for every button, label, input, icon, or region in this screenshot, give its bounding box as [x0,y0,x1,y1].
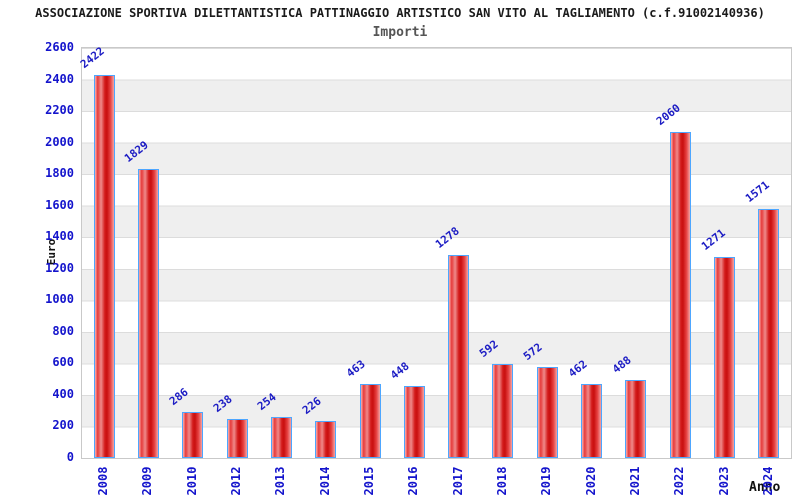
bar-2023 [714,256,736,458]
y-tick-2400: 2400 [45,71,74,86]
y-tick-0: 0 [66,450,74,464]
bar-2022 [669,132,691,458]
bar-2018 [492,363,514,458]
x-tick-2023: 2023 [716,466,731,496]
bar-value-label: 592 [476,337,501,360]
bar-value-label: 572 [521,340,545,363]
bar-value-label: 254 [255,390,280,413]
y-tick-2200: 2200 [45,103,74,118]
bar-2012 [226,419,248,458]
x-tick-2021: 2021 [627,466,642,496]
x-tick-2015: 2015 [362,466,377,496]
bar-2013 [270,416,292,458]
y-tick-600: 600 [52,355,74,370]
bar-value-label: 286 [166,385,191,408]
chart-title: ASSOCIAZIONE SPORTIVA DILETTANTISTICA PA… [35,6,765,20]
bar-2021 [625,380,647,458]
x-tick-2014: 2014 [317,466,332,496]
bar-2009 [137,168,159,458]
y-tick-1200: 1200 [45,260,74,275]
x-tick-2024: 2024 [760,466,775,496]
y-tick-1000: 1000 [45,292,74,307]
bar-2008 [93,75,115,458]
bar-value-label: 1571 [742,178,772,206]
x-tick-2020: 2020 [583,466,598,496]
x-tick-2013: 2013 [273,466,288,496]
y-tick-2600: 2600 [45,40,74,54]
y-tick-1800: 1800 [45,166,74,181]
bar-2017 [448,255,470,458]
bar-value-label: 1271 [698,226,728,253]
y-tick-800: 800 [52,323,74,338]
x-tick-2019: 2019 [539,466,554,496]
x-tick-2016: 2016 [406,466,421,496]
plot-area: 2422 1829 286 238 254 226 463 448 1278 592 572 462 4… [78,44,792,459]
y-tick-2000: 2000 [45,134,74,149]
bar-2020 [581,384,603,458]
bar-2015 [359,384,381,458]
bar-value-label: 1829 [122,138,152,165]
y-tick-1400: 1400 [45,229,74,244]
x-tick-2018: 2018 [494,466,509,496]
bar-value-label: 463 [344,357,368,380]
chart-subtitle: Importi [372,25,428,40]
bar-value-label: 2060 [654,101,684,129]
bar-value-label: 462 [565,357,590,381]
bar-value-label: 238 [211,392,235,416]
x-axis-title: Anno [749,480,781,495]
bar-value-label: 488 [609,353,634,377]
bar-2010 [182,411,204,458]
bar-2024 [758,209,780,458]
bar-2019 [536,366,558,458]
x-tick-2017: 2017 [450,466,465,496]
x-tick-2009: 2009 [140,466,155,496]
bar-value-label: 1278 [432,224,462,252]
x-tick-2008: 2008 [96,466,111,496]
bar-value-label: 2422 [78,44,108,72]
y-tick-400: 400 [52,386,74,401]
x-tick-2022: 2022 [672,466,687,496]
x-tick-2010: 2010 [184,466,199,496]
bar-2014 [315,421,337,458]
x-tick-2012: 2012 [229,466,244,496]
bar-value-label: 226 [299,394,324,418]
bar-value-label: 448 [388,359,413,383]
bar-2016 [403,386,425,458]
y-tick-1600: 1600 [45,197,74,212]
y-tick-200: 200 [52,418,74,433]
